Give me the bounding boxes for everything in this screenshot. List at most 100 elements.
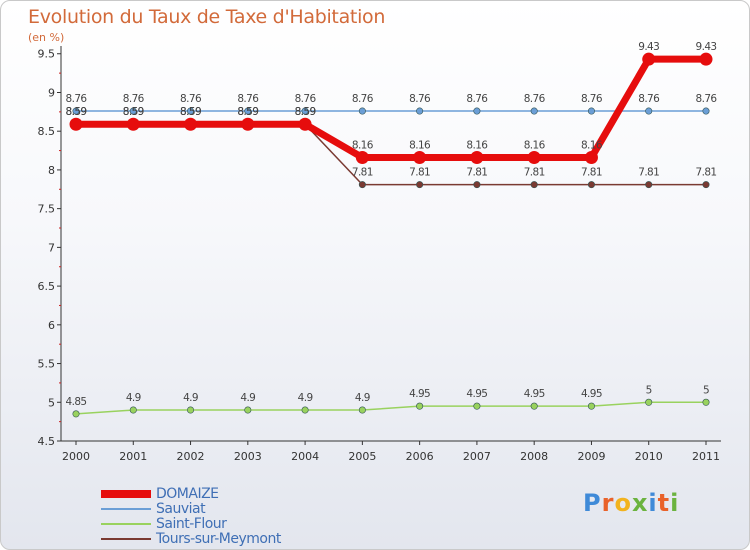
logo-letter: t (657, 489, 671, 517)
data-point (470, 151, 484, 165)
y-tick-label: 7.5 (38, 203, 56, 216)
data-label: 7.81 (409, 167, 430, 179)
data-point (416, 402, 424, 410)
data-point (702, 398, 710, 406)
data-label: 5 (703, 384, 709, 396)
data-point (473, 107, 481, 115)
data-point (473, 402, 481, 410)
legend-label: DOMAIZE (156, 486, 219, 502)
series-line-domaize (72, 55, 710, 162)
data-point (645, 398, 653, 406)
x-tick-label: 2004 (291, 450, 319, 463)
data-point (530, 402, 538, 410)
data-label: 8.16 (466, 140, 488, 152)
legend-swatch (101, 490, 151, 498)
legend-label: Saint-Flour (156, 516, 227, 532)
data-point (702, 181, 710, 189)
data-point (72, 410, 80, 418)
data-point (702, 107, 710, 115)
data-point (72, 107, 80, 115)
data-point (358, 181, 366, 189)
data-point (298, 117, 312, 131)
chart-title: Evolution du Taux de Taxe d'Habitation (28, 6, 386, 28)
data-label: 8.76 (180, 93, 202, 105)
legend-label: Tours-sur-Meymont (156, 531, 281, 547)
data-point (358, 107, 366, 115)
data-point (413, 151, 427, 165)
y-tick-label: 6.5 (38, 280, 56, 293)
data-label: 8.59 (66, 106, 87, 118)
data-label: 8.59 (123, 106, 144, 118)
data-label: 4.9 (240, 392, 255, 404)
data-label: 9.43 (638, 41, 659, 53)
data-point (355, 151, 369, 165)
x-tick-label: 2010 (635, 450, 663, 463)
data-point (416, 107, 424, 115)
data-point (587, 181, 595, 189)
legend-label: Sauviat (156, 501, 206, 517)
data-label: 8.16 (409, 140, 431, 152)
x-tick-label: 2000 (62, 450, 90, 463)
data-label: 4.9 (126, 392, 141, 404)
data-label: 8.76 (466, 93, 488, 105)
data-point (126, 117, 140, 131)
data-point (527, 151, 541, 165)
data-label: 7.81 (696, 167, 717, 179)
data-point (699, 52, 713, 66)
data-label: 8.59 (123, 106, 144, 118)
legend-swatch (101, 523, 151, 525)
data-point (244, 406, 252, 414)
data-point (358, 406, 366, 414)
data-label: 4.85 (66, 396, 87, 408)
logo-letter: P (583, 489, 602, 517)
data-point (587, 402, 595, 410)
data-label: 8.59 (180, 106, 201, 118)
data-point (184, 117, 198, 131)
data-label: 8.76 (581, 93, 603, 105)
data-label: 8.59 (66, 106, 87, 118)
data-label: 8.59 (295, 106, 316, 118)
data-point (241, 117, 255, 131)
y-tick-label: 5 (48, 396, 55, 409)
y-tick-label: 9 (48, 86, 55, 99)
x-tick-label: 2011 (692, 450, 720, 463)
data-label: 9.43 (696, 41, 717, 53)
data-point (530, 181, 538, 189)
data-label: 7.81 (581, 167, 602, 179)
y-tick-label: 7 (48, 241, 55, 254)
data-label: 7.81 (524, 167, 545, 179)
y-tick-label: 8 (48, 164, 55, 177)
data-point (129, 107, 137, 115)
x-tick-label: 2002 (177, 450, 205, 463)
data-point (301, 406, 309, 414)
data-label: 8.59 (237, 106, 258, 118)
data-point (244, 107, 252, 115)
logo-letter: i (648, 489, 658, 517)
y-tick-label: 8.5 (38, 125, 56, 138)
proxiti-logo: Proxiti (583, 489, 679, 517)
data-label: 8.16 (524, 140, 546, 152)
logo-letter: i (670, 489, 680, 517)
logo-letter: x (631, 489, 649, 517)
data-point (473, 181, 481, 189)
data-label: 8.59 (295, 106, 316, 118)
x-tick-label: 2006 (406, 450, 434, 463)
data-point (187, 107, 195, 115)
x-tick-label: 2008 (520, 450, 548, 463)
data-label: 8.16 (581, 140, 603, 152)
data-label: 4.95 (524, 388, 545, 400)
data-label: 8.76 (295, 93, 317, 105)
data-label: 7.81 (638, 167, 659, 179)
data-label: 8.76 (696, 93, 718, 105)
logo-letter: r (601, 489, 615, 517)
data-label: 8.59 (237, 106, 258, 118)
x-tick-label: 2007 (463, 450, 491, 463)
data-label: 7.81 (466, 167, 487, 179)
legend-swatch (101, 538, 151, 540)
data-point (642, 52, 656, 66)
data-point (530, 107, 538, 115)
y-tick-label: 5.5 (38, 358, 56, 371)
data-point (416, 181, 424, 189)
